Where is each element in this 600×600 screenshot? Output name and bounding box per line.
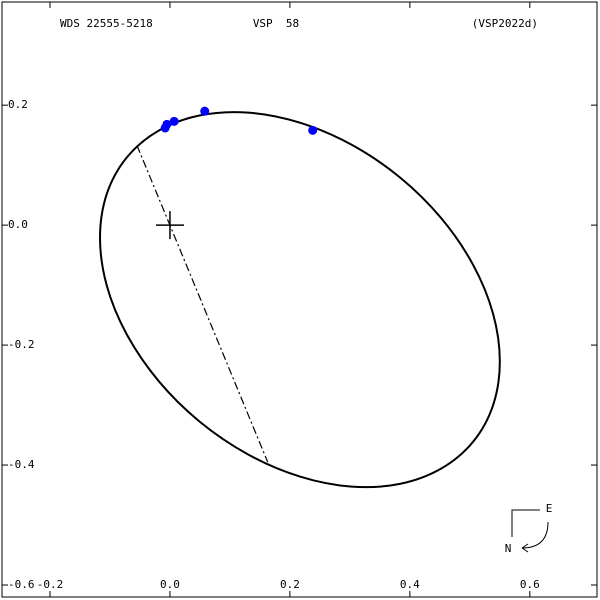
- y-tick-label: -0.4: [8, 458, 35, 471]
- observation: [200, 106, 210, 116]
- compass-east: E: [546, 502, 553, 515]
- compass-arrowhead: [521, 543, 529, 553]
- chart-title-center: VSP 58: [253, 17, 299, 30]
- chart-title-right: (VSP2022d): [472, 17, 538, 30]
- compass: E N: [505, 502, 553, 555]
- observation: [162, 119, 172, 129]
- observation: [169, 116, 179, 126]
- compass-north: N: [505, 542, 512, 555]
- orbit: [99, 111, 501, 489]
- x-tick-label: 0.4: [400, 578, 420, 591]
- x-tick-label: 0.2: [280, 578, 300, 591]
- compass-arrow: [521, 521, 549, 549]
- chart-title-left: WDS 22555-5218: [60, 17, 153, 30]
- x-tick-label: 0.6: [520, 578, 540, 591]
- y-tick-label: -0.2: [8, 338, 35, 351]
- compass-axes: [511, 509, 540, 537]
- line-of-nodes: [136, 145, 269, 463]
- y-tick-label: 0.0: [8, 218, 28, 231]
- y-tick-label: -0.6: [8, 578, 35, 591]
- y-tick-label: 0.2: [8, 98, 28, 111]
- x-tick-label: 0.0: [160, 578, 180, 591]
- observation: [308, 125, 318, 135]
- x-tick-label: -0.2: [37, 578, 64, 591]
